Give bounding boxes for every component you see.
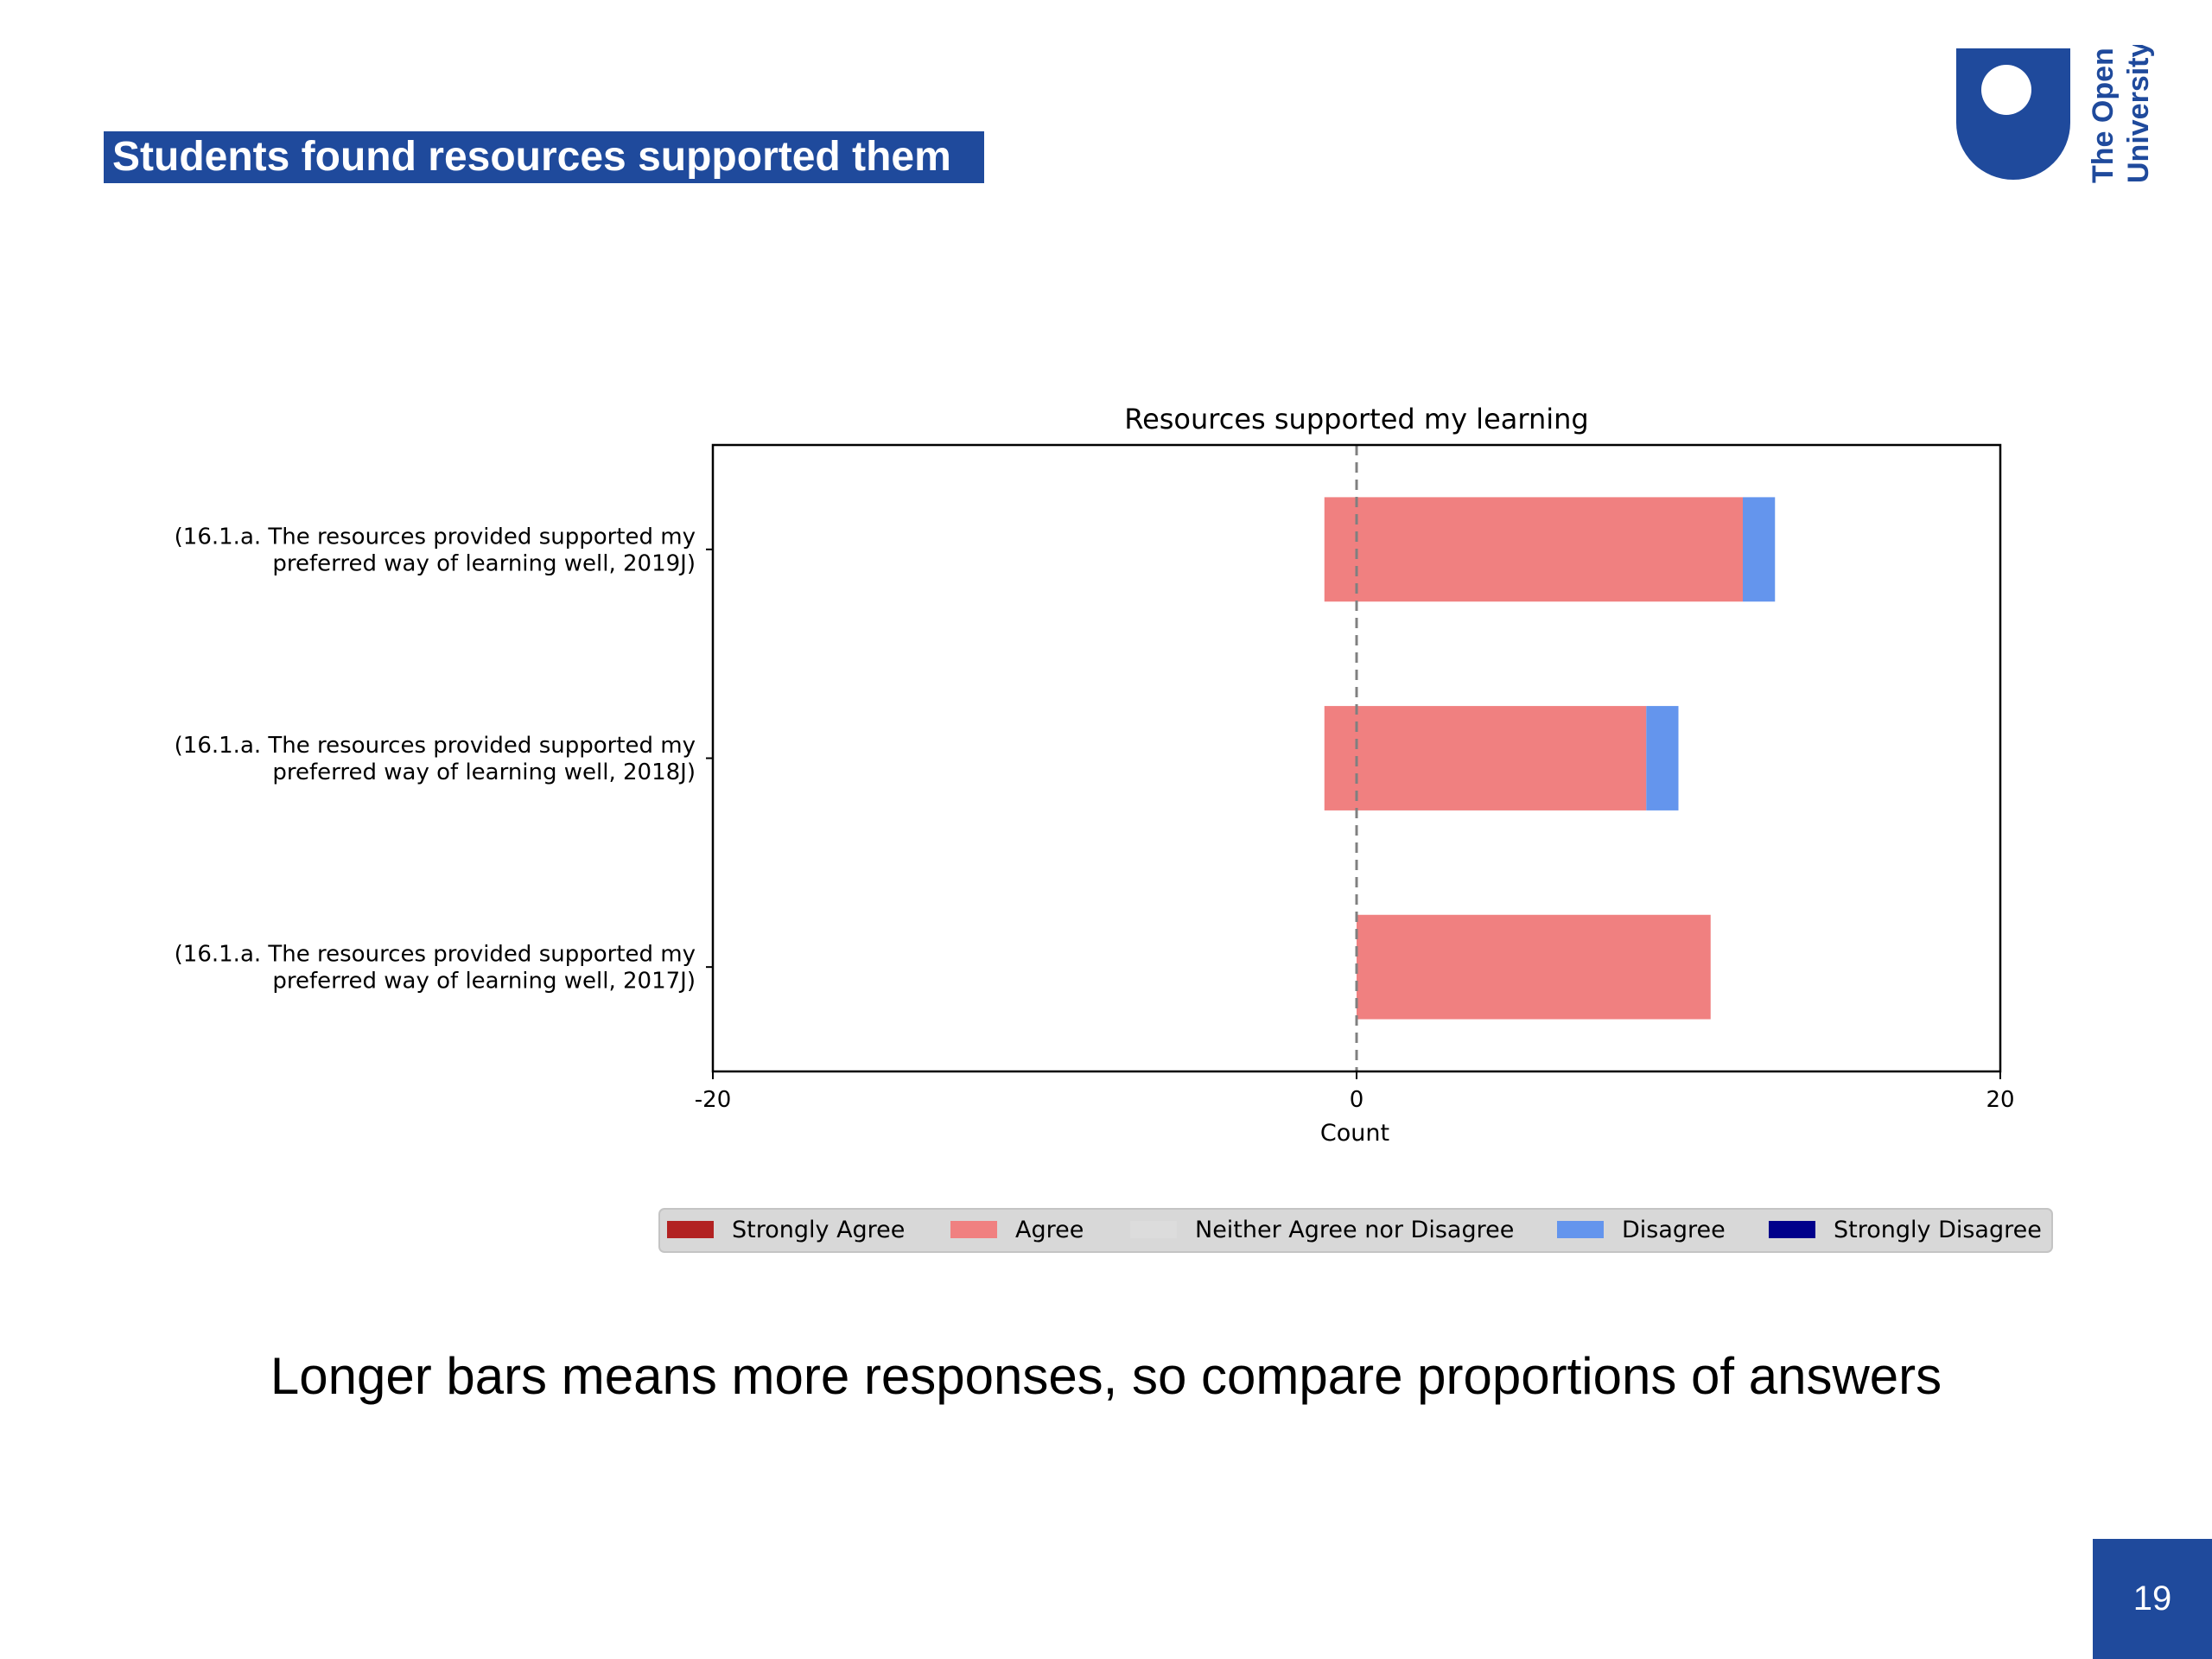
y-tick-label-3-line-2: preferred way of learning well, 2017J): [272, 969, 696, 995]
x-tick-label-2: 0: [1350, 1087, 1364, 1113]
slide-caption: Longer bars means more responses, so com…: [270, 1347, 1942, 1405]
open-university-logo: The Open University: [1956, 45, 2155, 183]
bar-1-series-2: [1324, 497, 1743, 602]
bar-2-series-2: [1324, 706, 1647, 810]
bar-1-series-4: [1743, 497, 1776, 602]
shield-circle: [1981, 65, 2031, 115]
y-tick-label-2-line-2: preferred way of learning well, 2018J): [272, 760, 696, 785]
logo-text-line1: The Open: [2087, 48, 2120, 183]
legend-swatch-1: [667, 1221, 714, 1238]
y-axis: (16.1.a. The resources provided supporte…: [175, 524, 713, 995]
y-tick-label-2-line-1: (16.1.a. The resources provided supporte…: [175, 733, 696, 759]
x-axis: -20 0 20: [695, 1071, 2015, 1113]
y-tick-label-3-line-1: (16.1.a. The resources provided supporte…: [175, 942, 696, 968]
logo-text-line2: University: [2122, 45, 2155, 183]
x-tick-label-1: -20: [695, 1087, 731, 1113]
bars-layer: [1324, 497, 1776, 1020]
legend-frame: [658, 1208, 2053, 1253]
chart-title: Resources supported my learning: [1124, 403, 1588, 435]
legend-swatch-3: [1130, 1221, 1177, 1238]
legend-swatch-5: [1769, 1221, 1815, 1238]
legend: Strongly Agree Agree Neither Agree nor Dis…: [658, 1208, 2053, 1253]
x-tick-label-3: 20: [1986, 1087, 2014, 1113]
bar-3-series-2: [1357, 914, 1711, 1020]
legend-label-4: Disagree: [1622, 1217, 1726, 1243]
y-tick-label-1-line-2: preferred way of learning well, 2019J): [272, 550, 696, 576]
page-number: 19: [2093, 1539, 2212, 1659]
slide-title: Students found resources supported them: [104, 131, 984, 183]
legend-swatch-4: [1557, 1221, 1604, 1238]
legend-swatch-2: [950, 1221, 997, 1238]
bar-2-series-4: [1646, 706, 1679, 810]
legend-items: Strongly Agree Agree Neither Agree nor Dis…: [667, 1217, 2042, 1243]
y-tick-label-1-line-1: (16.1.a. The resources provided supporte…: [175, 524, 696, 550]
legend-label-1: Strongly Agree: [732, 1217, 905, 1243]
legend-label-3: Neither Agree nor Disagree: [1195, 1217, 1514, 1243]
x-axis-label: Count: [1320, 1120, 1389, 1147]
legend-label-5: Strongly Disagree: [1834, 1217, 2042, 1243]
legend-label-2: Agree: [1015, 1217, 1084, 1243]
